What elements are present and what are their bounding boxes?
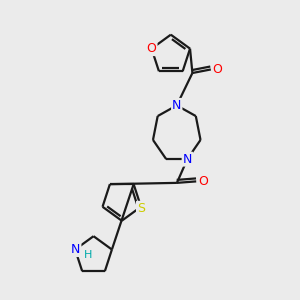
Text: O: O	[212, 63, 222, 76]
Text: H: H	[84, 250, 93, 260]
Text: N: N	[71, 243, 80, 256]
Text: S: S	[137, 202, 145, 215]
Text: O: O	[198, 175, 208, 188]
Text: O: O	[147, 42, 157, 55]
Text: N: N	[183, 153, 192, 166]
Text: N: N	[172, 99, 182, 112]
